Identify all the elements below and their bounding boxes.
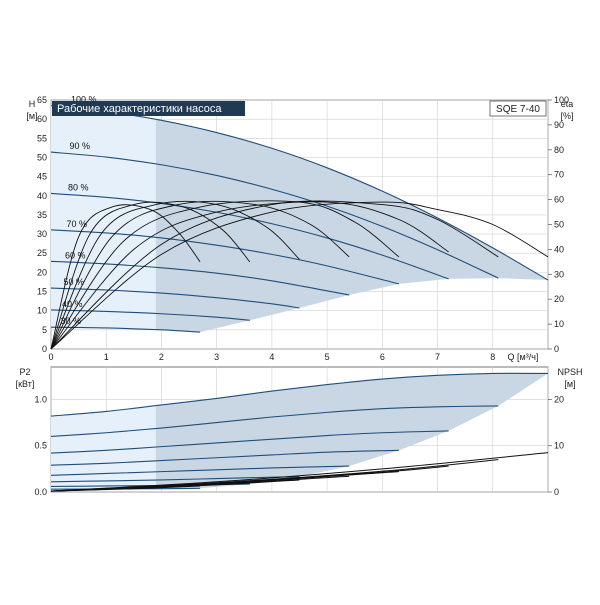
head-tick-label: 35 [37, 210, 47, 220]
eta-axis-symbol: eta [561, 99, 574, 109]
npsh-axis-unit: [м] [564, 379, 575, 389]
head-tick-label: 55 [37, 133, 47, 143]
head-tick-label: 40 [37, 191, 47, 201]
power-curve-70 [50, 449, 399, 466]
low-flow-region [51, 105, 156, 333]
x-tick-label: 1 [104, 352, 109, 362]
speed-label-70: 70 % [67, 219, 88, 229]
npsh-tick-label: 10 [554, 441, 564, 451]
eta-tick-label: 20 [554, 294, 564, 304]
x-tick-label: 5 [325, 352, 330, 362]
eta-tick-label: 10 [554, 319, 564, 329]
head-tick-label: 50 [37, 152, 47, 162]
eta-tick-label: 0 [554, 344, 559, 354]
power-curve-60 [50, 465, 350, 476]
speed-label-30: 30 % [61, 316, 82, 326]
efficiency-curve-40 [50, 201, 251, 350]
x-tick-label: 3 [214, 352, 219, 362]
head-tick-label: 0 [42, 344, 47, 354]
head-tick-label: 5 [42, 325, 47, 335]
head-tick-label: 15 [37, 287, 47, 297]
x-tick-label: 8 [490, 352, 495, 362]
x-tick-label: 0 [48, 352, 53, 362]
head-curve-70 [50, 229, 400, 285]
power-curve-90 [50, 405, 499, 437]
efficiency-curve-60 [50, 200, 350, 350]
head-curve-30 [50, 326, 201, 333]
npsh-tick-label: 20 [554, 394, 564, 404]
efficiency-curves [50, 200, 549, 350]
head-curve-90 [50, 151, 499, 279]
npsh-curves [50, 452, 549, 492]
npsh-curve-30 [50, 485, 201, 492]
title-background [52, 101, 245, 116]
power-tick-label: 1.0 [34, 394, 47, 404]
head-tick-label: 45 [37, 172, 47, 182]
x-tick-label: 6 [380, 352, 385, 362]
bottom-tick-labels: 0.0 0.5 1.0 0 10 20 [34, 394, 564, 497]
speed-label-50: 50 % [64, 277, 85, 287]
speed-label-100: 100 % [71, 95, 97, 105]
eta-tick-label: 70 [554, 170, 564, 180]
power-tick-label: 0.0 [34, 487, 47, 497]
eta-tick-label: 60 [554, 195, 564, 205]
x-label-backdrop [501, 350, 545, 363]
top-tick-labels: 0 1 2 3 4 5 6 7 80510152025303540455055606501020… [37, 95, 569, 362]
power-tick-label: 0.5 [34, 441, 47, 451]
chart-title: Рабочие характеристики насоса [57, 103, 222, 115]
efficiency-curve-30 [50, 204, 201, 350]
model-label: SQE 7-40 [496, 104, 540, 115]
x-tick-label: 2 [159, 352, 164, 362]
model-box [489, 100, 547, 117]
speed-labels: 100 % 90 % 80 % 70 % 60 % 50 % 40 % 30 % [61, 95, 97, 326]
x-axis-label: Q [м³/ч] [508, 352, 539, 362]
power-axis-symbol: P2 [19, 367, 30, 377]
head-axis-symbol: H [29, 99, 36, 109]
eta-axis-unit: [%] [560, 111, 573, 121]
eta-tick-label: 50 [554, 220, 564, 230]
head-tick-label: 20 [37, 267, 47, 277]
npsh-tick-label: 0 [554, 487, 559, 497]
eta-tick-label: 40 [554, 244, 564, 254]
speed-label-80: 80 % [68, 182, 89, 192]
power-curve-100 [50, 372, 549, 417]
eta-tick-label: 80 [554, 145, 564, 155]
head-tick-label: 60 [37, 114, 47, 124]
eta-tick-label: 90 [554, 120, 564, 130]
head-curve-50 [50, 287, 300, 309]
efficiency-curve-50 [50, 200, 300, 350]
efficiency-curve-70 [50, 200, 400, 350]
head-tick-label: 30 [37, 229, 47, 239]
efficiency-curve-80 [50, 201, 449, 350]
head-axis-unit: [м] [26, 111, 37, 121]
x-tick-label: 7 [435, 352, 440, 362]
power-curve-80 [50, 430, 449, 454]
speed-label-60: 60 % [65, 250, 86, 260]
power-npsh-panel: 0.0 0.5 1.0 0 10 20 P2 [кВт] NPSH [м] [16, 366, 583, 497]
eta-tick-label: 100 [554, 95, 569, 105]
power-axis-unit: [кВт] [16, 379, 35, 389]
efficiency-curve-100 [50, 201, 549, 350]
head-curve-60 [50, 260, 350, 296]
head-tick-label: 65 [37, 95, 47, 105]
head-tick-label: 25 [37, 248, 47, 258]
power-curve-50 [50, 476, 300, 483]
speed-label-90: 90 % [70, 141, 91, 151]
eta-tick-label: 30 [554, 269, 564, 279]
npsh-axis-symbol: NPSH [557, 367, 582, 377]
x-tick-label: 4 [269, 352, 274, 362]
head-tick-label: 10 [37, 306, 47, 316]
speed-label-40: 40 % [62, 299, 83, 309]
